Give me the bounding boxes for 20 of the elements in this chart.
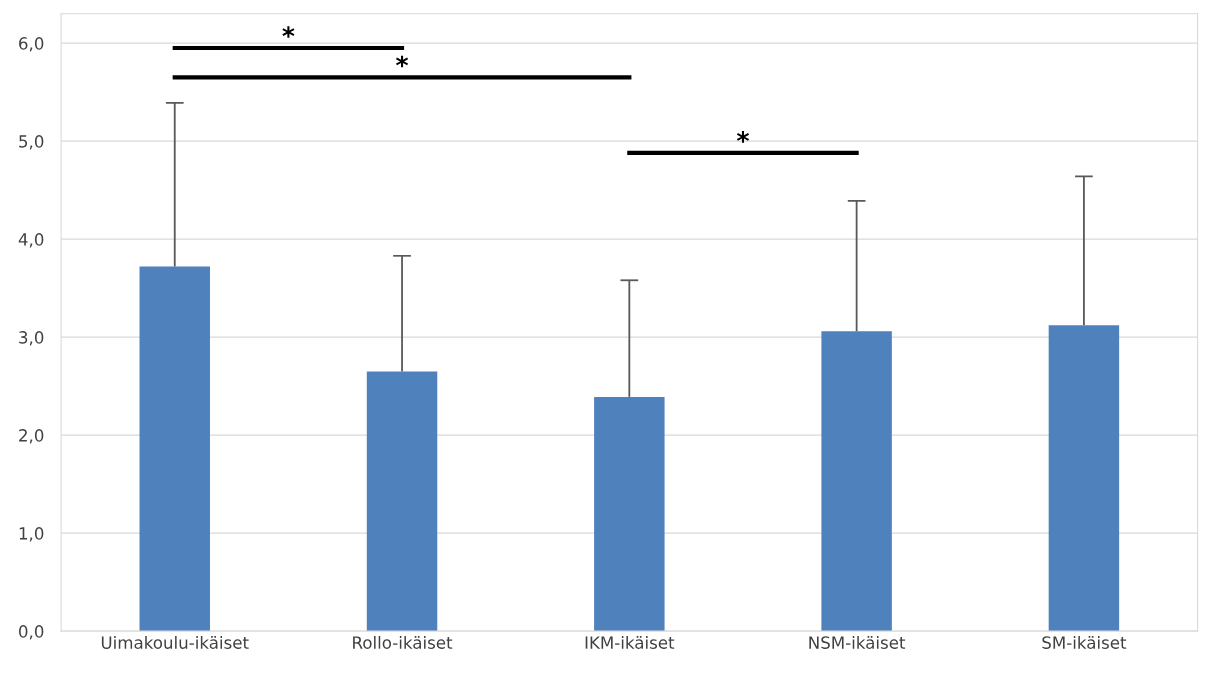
x-tick-label: SM-ikäiset [1042,635,1127,649]
bar [594,396,665,632]
y-tick-label: 6,0 [19,37,44,52]
bar [366,371,438,632]
y-tick-label: 4,0 [18,233,44,248]
annotation: * [282,26,295,38]
y-tick-label: 1,0 [19,527,44,542]
y-tick-label: 0,0 [19,625,44,640]
y-tick-label: 5,0 [19,135,44,150]
x-tick-label: Uimakoulu-ikäiset [101,635,249,649]
x-tick-label: IKM-ikäiset [585,635,675,649]
annotation: * [396,55,409,68]
bar [821,331,892,632]
y-tick-label: 3,0 [19,331,44,346]
annotation: * [736,131,750,143]
bar [1048,325,1120,632]
x-tick-label: NSM-ikäiset [809,635,906,649]
x-tick-label: Rollo-ikäiset [353,635,453,649]
bar [139,266,210,632]
y-tick-label: 2,0 [19,429,44,444]
